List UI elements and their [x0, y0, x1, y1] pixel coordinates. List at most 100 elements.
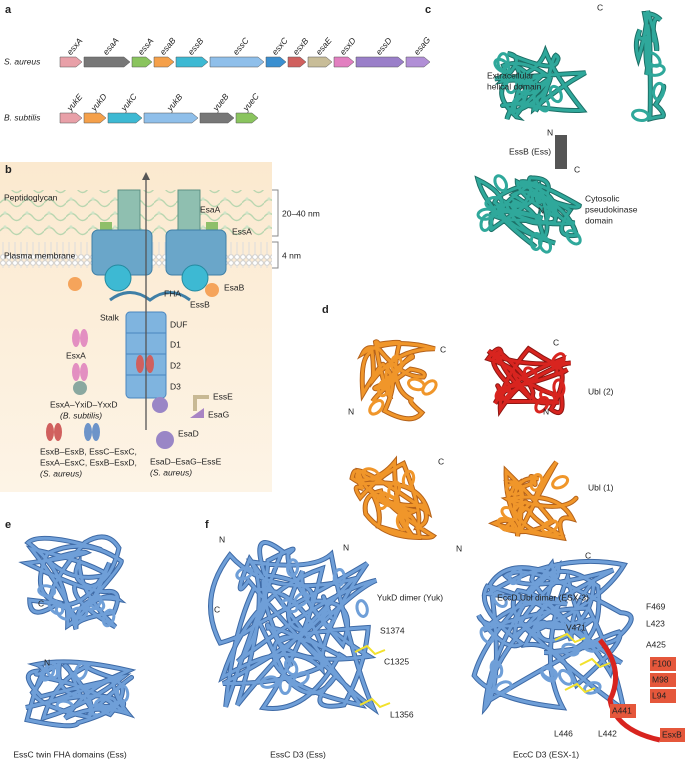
helix [540, 666, 557, 683]
label: pseudokinase [585, 204, 638, 214]
helix [378, 492, 398, 508]
label: Peptidoglycan [4, 192, 58, 202]
helix [321, 610, 338, 628]
helix [539, 389, 557, 405]
residue-label: L94 [652, 690, 666, 700]
helix [492, 591, 508, 608]
gene-arrow [355, 56, 405, 68]
gene-arrow [209, 56, 265, 68]
side-chain [359, 697, 391, 709]
label: C [440, 344, 446, 354]
label: N [547, 127, 553, 137]
residue-label: F100 [652, 658, 672, 668]
gene-name: esaB [158, 35, 178, 57]
gene-name: essA [136, 36, 156, 57]
gene-arrow [405, 56, 431, 68]
gene-arrow [59, 112, 83, 124]
helix [259, 675, 279, 689]
caption: EccD Ubl dimer (ESX-3) [497, 592, 589, 602]
helix [45, 660, 60, 680]
label: A425 [646, 639, 666, 649]
label: EsxA–YxiD–YxxD [50, 399, 118, 409]
helix [55, 699, 75, 713]
helix [534, 396, 550, 414]
helix [510, 94, 526, 113]
helix [496, 517, 515, 533]
gene-name: esxD [338, 35, 358, 56]
gene-name: yukC [118, 91, 139, 114]
label: (B. subtilis) [60, 410, 102, 420]
helix [494, 680, 513, 695]
label: C1325 [384, 656, 409, 666]
label: Cytosolic [585, 193, 620, 203]
label: EsxA–EsxC, EsxB–EsxD, [40, 457, 137, 467]
helix [515, 74, 530, 94]
label: EsaA [200, 204, 221, 214]
helix [529, 231, 543, 251]
ribbon [472, 559, 633, 714]
label: Stalk [100, 312, 120, 322]
gene-arrow [131, 56, 153, 68]
helix [86, 594, 103, 611]
helix [292, 671, 310, 687]
helix [69, 606, 89, 620]
helix [401, 469, 416, 489]
gene-name: yueB [210, 91, 231, 113]
label: S1374 [380, 625, 405, 635]
bracket [272, 189, 279, 269]
helix [537, 205, 551, 224]
helix [529, 473, 544, 492]
caption: YukD dimer (Yuk) [377, 592, 443, 602]
helix [646, 63, 666, 77]
helix [54, 604, 72, 621]
gene-name: yukD [88, 91, 109, 113]
helix [551, 475, 570, 490]
side-chain [564, 682, 596, 694]
residue-box [650, 673, 676, 687]
helix [535, 94, 551, 113]
helix [278, 676, 292, 696]
label: FHA [164, 288, 181, 298]
panel-label: e [5, 519, 11, 531]
label: DUF [170, 319, 187, 329]
panel-label: b [5, 164, 12, 176]
label: C [438, 456, 444, 466]
ribbon [494, 47, 587, 120]
gene-arrow [287, 56, 307, 68]
helix [505, 482, 525, 496]
helix [389, 354, 403, 374]
label: N [343, 542, 349, 552]
helix [377, 378, 391, 398]
organism: S. aureus [4, 56, 41, 66]
gene-name: essC [231, 35, 252, 57]
residue-label: M98 [652, 674, 669, 684]
gene-arrow [83, 56, 131, 68]
gene-name: esxC [270, 35, 291, 57]
helix [94, 697, 114, 711]
gene-name: esaE [314, 35, 334, 57]
gene-arrow [143, 112, 199, 124]
label: EsaB [224, 282, 245, 292]
helix [395, 512, 409, 532]
label: EssA [232, 226, 252, 236]
helix [39, 664, 56, 682]
gene-name: yukE [64, 92, 85, 114]
helix [565, 229, 582, 246]
label: N [456, 543, 462, 553]
helix [235, 566, 254, 581]
label: EsaG [208, 409, 229, 419]
gene-arrow [307, 56, 333, 68]
label: L442 [598, 728, 617, 738]
label: Extracellular [487, 70, 534, 80]
ribbon [475, 176, 581, 249]
helix [116, 683, 130, 703]
residue-box [660, 728, 685, 742]
label: (S. aureus) [150, 467, 192, 477]
helix [493, 57, 511, 74]
panel-label: c [425, 4, 431, 16]
gene-name: esxA [65, 36, 85, 57]
helix [496, 52, 510, 72]
gene-arrow [107, 112, 143, 124]
label: N [44, 657, 50, 667]
